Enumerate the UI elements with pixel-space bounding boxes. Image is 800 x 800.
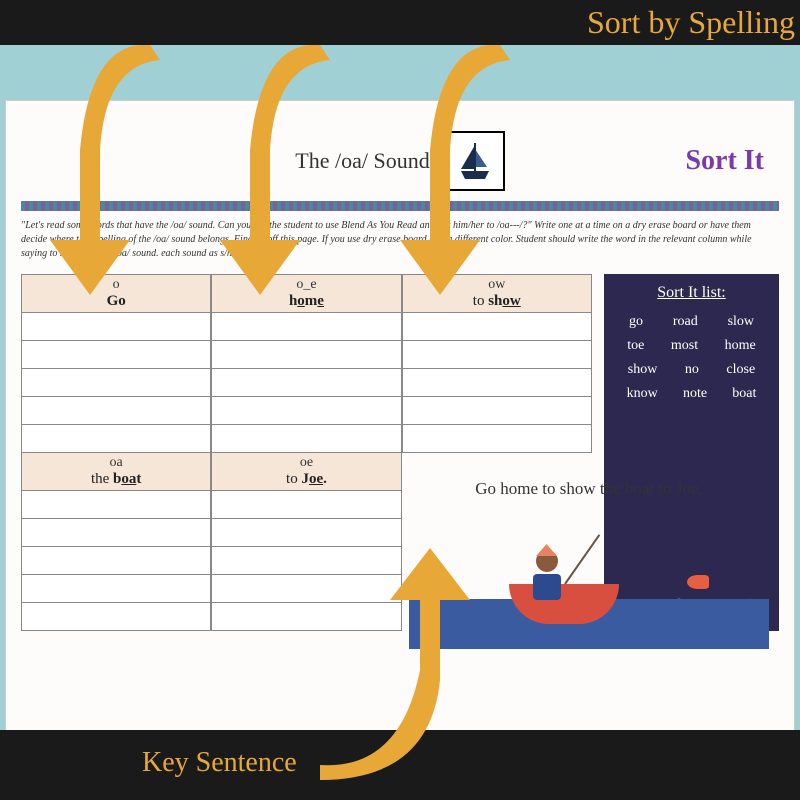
col-oe-magic: o_ehome [211,274,401,453]
arrow-1 [30,30,170,300]
boy-figure [529,544,564,594]
key-sentence: Go home to show the boat to Joe. [409,479,769,499]
arrow-up [310,540,490,780]
sort-it-label: Sort It [685,145,764,177]
col-oa: oathe boat [21,452,211,631]
fish-shape [687,575,709,589]
sortlist-title: Sort It list: [614,284,769,302]
col-ow: owto show [402,274,592,453]
top-annotation-bar: Sort by Spelling [0,0,800,45]
arrow-3 [380,30,520,300]
top-label: Sort by Spelling [587,4,795,41]
bottom-label: Key Sentence [120,741,319,785]
arrow-2 [200,30,340,300]
table-row-1: oGo o_ehome owto show [21,274,592,453]
col-o: oGo [21,274,211,453]
